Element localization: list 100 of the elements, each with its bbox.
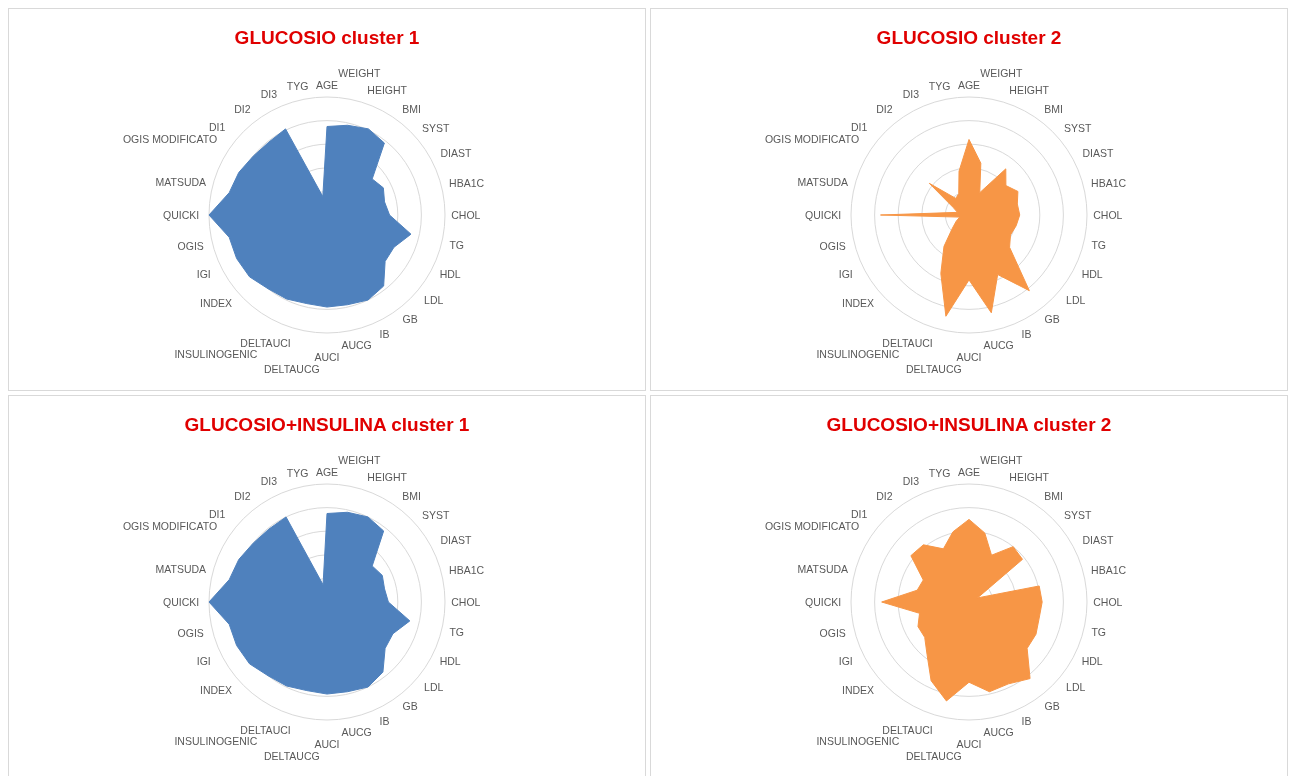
spoke-label: HEIGHT [1009, 84, 1050, 97]
spoke-label: AGE [957, 466, 981, 479]
spoke-label: IB [379, 715, 390, 728]
spoke-label: OGIS MODIFICATO [122, 133, 218, 146]
spoke-label: LDL [1066, 294, 1086, 307]
spoke-label: DELTAUCG [906, 750, 962, 763]
spoke-label: HEIGHT [367, 84, 408, 97]
spoke-label: DELTAUCI [240, 723, 291, 736]
spoke-label: INDEX [200, 297, 233, 310]
spoke-label: DELTAUCG [264, 750, 320, 763]
spoke-label: DIAST [440, 146, 472, 159]
spoke-label: BMI [402, 102, 421, 115]
spoke-label: TG [449, 625, 464, 638]
spoke-label: OGIS MODIFICATO [764, 520, 860, 533]
spoke-label: AUCI [314, 350, 340, 363]
chart-title: GLUCOSIO+INSULINA cluster 1 [183, 414, 471, 436]
spoke-label: INSULINOGENIC [816, 735, 900, 748]
spoke-label: DELTAUCI [240, 336, 291, 349]
spoke-label: AUCG [341, 338, 372, 351]
spoke-label: MATSUDA [797, 175, 849, 188]
spoke-label: BMI [1044, 102, 1063, 115]
spoke-label: DELTAUCI [882, 723, 933, 736]
spoke-label: CHOL [1093, 596, 1123, 608]
spoke-label: HBA1C [449, 177, 485, 190]
spoke-label: OGIS [819, 627, 846, 640]
spoke-label: GB [1044, 700, 1060, 713]
chart-title: GLUCOSIO cluster 1 [233, 27, 421, 49]
spoke-label: AUCI [956, 350, 982, 363]
spoke-label: DIAST [1082, 146, 1114, 159]
spoke-label: HDL [439, 655, 461, 668]
spoke-label: BMI [1044, 489, 1063, 502]
spoke-label: MATSUDA [155, 175, 207, 188]
spoke-label: DI2 [234, 102, 251, 115]
spoke-label: DI3 [260, 475, 278, 488]
spoke-label: AUCG [341, 725, 372, 738]
spoke-label: DI1 [208, 121, 226, 134]
spoke-label: AUCG [983, 338, 1014, 351]
spoke-label: IGI [196, 268, 211, 281]
spoke-label: OGIS MODIFICATO [122, 520, 218, 533]
spoke-label: OGIS [177, 627, 204, 640]
spoke-label: DELTAUCI [882, 336, 933, 349]
spoke-label: GB [1044, 313, 1060, 326]
spoke-label: QUICKI [163, 209, 200, 221]
spoke-label: DI3 [260, 88, 278, 101]
spoke-label: SYST [1064, 509, 1093, 522]
spoke-label: HEIGHT [367, 471, 408, 484]
spoke-label: TYG [928, 467, 951, 480]
spoke-label: GB [402, 700, 418, 713]
spoke-label: HBA1C [1091, 177, 1127, 190]
spoke-label: AGE [315, 79, 339, 92]
spoke-label: IGI [838, 655, 853, 668]
spoke-label: LDL [1066, 681, 1086, 694]
spoke-label: DELTAUCG [264, 363, 320, 376]
spoke-label: AGE [957, 79, 981, 92]
spoke-label: QUICKI [805, 209, 842, 221]
spoke-label: TG [1091, 625, 1106, 638]
spoke-label: IB [1021, 715, 1032, 728]
spoke-label: INDEX [842, 684, 875, 697]
spoke-label: AUCG [983, 725, 1014, 738]
spoke-label: DI3 [902, 88, 920, 101]
spoke-label: AGE [315, 466, 339, 479]
spoke-label: SYST [422, 509, 451, 522]
spoke-label: WEIGHT [338, 454, 381, 467]
spoke-label: TYG [286, 80, 309, 93]
spoke-label: MATSUDA [155, 562, 207, 575]
spoke-label: INSULINOGENIC [174, 348, 258, 361]
spoke-label: TG [1091, 238, 1106, 251]
spoke-label: SYST [422, 122, 451, 135]
spoke-label: DI1 [850, 508, 868, 521]
spoke-label: WEIGHT [980, 454, 1023, 467]
spoke-label: AUCI [314, 737, 340, 750]
chart-title: GLUCOSIO cluster 2 [875, 27, 1063, 49]
spoke-label: DIAST [440, 533, 472, 546]
spoke-label: CHOL [1093, 209, 1123, 221]
spoke-label: QUICKI [163, 596, 200, 608]
spoke-label: INSULINOGENIC [816, 348, 900, 361]
spoke-label: IGI [838, 268, 853, 281]
spoke-label: CHOL [451, 209, 481, 221]
spoke-label: TYG [928, 80, 951, 93]
spoke-label: IGI [196, 655, 211, 668]
spoke-label: TG [449, 238, 464, 251]
spoke-label: DI1 [850, 121, 868, 134]
spoke-label: OGIS MODIFICATO [764, 133, 860, 146]
spoke-label: BMI [402, 489, 421, 502]
spoke-label: LDL [424, 681, 444, 694]
spoke-label: DI2 [876, 102, 893, 115]
spoke-label: DI2 [876, 489, 893, 502]
spoke-label: HDL [439, 268, 461, 281]
spoke-label: WEIGHT [980, 67, 1023, 80]
spoke-label: MATSUDA [797, 562, 849, 575]
spoke-label: DIAST [1082, 533, 1114, 546]
spoke-label: DI1 [208, 508, 226, 521]
spoke-label: IB [379, 328, 390, 341]
spoke-label: HDL [1081, 655, 1103, 668]
spoke-label: IB [1021, 328, 1032, 341]
spoke-label: TYG [286, 467, 309, 480]
spoke-label: AUCI [956, 737, 982, 750]
spoke-label: HDL [1081, 268, 1103, 281]
spoke-label: CHOL [451, 596, 481, 608]
spoke-label: LDL [424, 294, 444, 307]
